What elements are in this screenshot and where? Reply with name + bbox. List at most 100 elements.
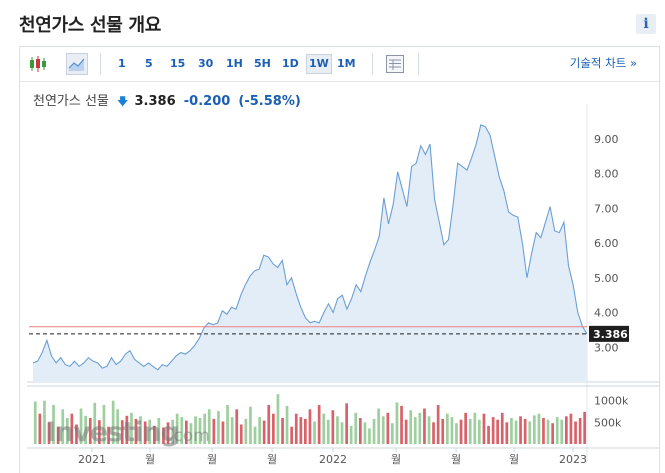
- volume-bar: [523, 418, 527, 444]
- volume-bar: [546, 419, 550, 444]
- interval-15[interactable]: 15: [170, 57, 186, 70]
- volume-bar: [441, 418, 445, 444]
- volume-bar: [276, 394, 280, 444]
- price-area-fill: [33, 124, 587, 383]
- price-area-group: [29, 124, 588, 383]
- volume-bar: [349, 425, 353, 444]
- volume-bar: [413, 417, 417, 444]
- interval-1h[interactable]: 1H: [226, 57, 243, 70]
- volume-bar: [386, 412, 390, 444]
- volume-bar: [285, 405, 289, 444]
- volume-bar: [569, 413, 573, 444]
- candlestick-icon[interactable]: [28, 54, 48, 74]
- y-axis-labels: 3.00 4.00 5.00 6.00 7.00 8.00 9.00 3.386: [589, 133, 629, 354]
- volume-bar: [244, 418, 248, 444]
- down-arrow-icon: 🡇: [117, 95, 129, 108]
- volume-bar: [175, 413, 179, 444]
- volume-bar: [560, 419, 564, 444]
- volume-bar: [116, 409, 119, 444]
- volume-bar: [79, 408, 83, 444]
- volume-bar: [98, 420, 101, 444]
- info-icon[interactable]: i: [636, 14, 656, 34]
- volume-bar: [148, 419, 152, 444]
- volume-bar: [120, 420, 124, 444]
- last-price-badge: [589, 325, 629, 342]
- volume-bar: [61, 409, 65, 444]
- volume-bar: [455, 423, 458, 444]
- volume-bar: [70, 413, 74, 444]
- volume-bar: [574, 421, 577, 444]
- volume-bar: [326, 419, 330, 444]
- watermark-brand: Investing: [46, 417, 179, 448]
- volume-bar: [93, 402, 97, 444]
- volume-bar: [308, 409, 312, 444]
- volume-bar: [235, 409, 239, 444]
- technical-chart-link[interactable]: 기술적 차트 »: [569, 56, 637, 70]
- investing-watermark: Investing.com: [46, 417, 210, 448]
- interval-1w[interactable]: 1W: [306, 54, 332, 74]
- volume-bar: [331, 410, 335, 444]
- volume-bar: [239, 424, 243, 444]
- watermark-suffix: .com: [168, 426, 210, 446]
- interval-1[interactable]: 1: [118, 57, 126, 70]
- volume-bar: [189, 423, 193, 444]
- toolbar-separator: [418, 53, 419, 75]
- volume-bar: [313, 421, 316, 444]
- toolbar-separator: [100, 53, 101, 75]
- volume-bar: [363, 422, 367, 444]
- table-view-icon[interactable]: [385, 54, 405, 74]
- volume-bar: [75, 424, 78, 444]
- interval-30[interactable]: 30: [198, 57, 214, 70]
- volume-bar: [478, 419, 481, 444]
- last-price-badge-label: 3.386: [593, 328, 628, 341]
- y-tick-label: 9.00: [594, 133, 619, 146]
- volume-bar: [427, 416, 431, 444]
- y-tick-label: 7.00: [594, 202, 619, 215]
- x-tick-label: 월: [145, 453, 155, 466]
- volume-bar: [33, 401, 37, 444]
- chart-panel: [19, 46, 660, 473]
- volume-bar: [294, 413, 298, 444]
- volume-bar: [368, 428, 371, 444]
- x-axis-labels: 2021 월 월 월 2022 월 월 월 2023: [78, 448, 587, 466]
- volume-bar: [166, 422, 170, 444]
- volume-bar: [203, 413, 206, 444]
- area-chart-icon[interactable]: [66, 53, 88, 75]
- volume-bar: [551, 423, 554, 444]
- y-tick-label: 3.00: [594, 341, 619, 354]
- interval-1d[interactable]: 1D: [282, 57, 299, 70]
- volume-bar: [578, 418, 582, 444]
- volume-bar: [299, 417, 303, 444]
- volume-bar: [528, 421, 532, 444]
- volume-bar: [38, 413, 42, 444]
- interval-1m[interactable]: 1M: [337, 57, 356, 70]
- volume-bar: [317, 405, 321, 444]
- x-tick-label: 월: [509, 453, 519, 466]
- interval-5h[interactable]: 5H: [254, 57, 271, 70]
- y-tick-label: 4.00: [594, 307, 619, 320]
- price-change: -0.200: [183, 94, 231, 109]
- volume-bar: [432, 422, 435, 444]
- volume-bar: [304, 418, 307, 444]
- page-title: 천연가스 선물 개요: [19, 15, 162, 36]
- volume-bar: [345, 403, 348, 444]
- interval-5[interactable]: 5: [145, 57, 153, 70]
- volume-bar: [290, 426, 293, 444]
- volume-bar: [249, 406, 252, 444]
- volume-bar: [43, 400, 46, 444]
- volume-bar: [143, 421, 147, 444]
- volume-bar: [56, 426, 60, 444]
- chart-toolbar: 1 5 15 30 1H 5H 1D 1W 1M 기술적 차트 »: [20, 47, 659, 82]
- y-tick-label: 6.00: [594, 237, 619, 250]
- volume-bar: [221, 421, 225, 444]
- volume-bar: [391, 423, 394, 444]
- volume-bar: [171, 419, 174, 444]
- volume-bar: [207, 409, 211, 444]
- x-tick-label: 월: [267, 453, 277, 466]
- volume-bar: [372, 418, 376, 444]
- volume-bar: [423, 408, 426, 444]
- volume-bar: [450, 417, 454, 444]
- volume-bar: [510, 418, 513, 444]
- volume-bar: [130, 412, 133, 444]
- volume-bar: [336, 416, 339, 444]
